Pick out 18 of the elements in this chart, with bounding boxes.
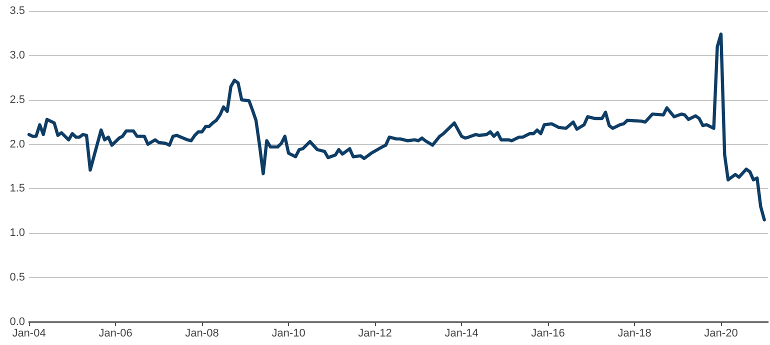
x-tick-label: Jan-18 xyxy=(618,328,652,340)
y-tick-label: 3.5 xyxy=(10,5,25,17)
x-tick-label: Jan-08 xyxy=(185,328,219,340)
x-tick-label: Jan-04 xyxy=(12,328,46,340)
y-tick-label: 0.5 xyxy=(10,272,25,284)
x-tick-label: Jan-10 xyxy=(272,328,306,340)
y-tick-label: 1.5 xyxy=(10,182,25,195)
x-tick-label: Jan-14 xyxy=(444,328,478,340)
line-series xyxy=(27,32,766,222)
x-tick-label: Jan-16 xyxy=(531,328,565,340)
y-tick-label: 3.0 xyxy=(10,49,25,62)
x-tick-label: Jan-12 xyxy=(358,328,392,340)
y-tick-label: 2.0 xyxy=(10,138,25,150)
x-tick-label: Jan-20 xyxy=(704,328,738,340)
y-tick-label: 2.5 xyxy=(10,94,25,106)
y-tick-label: 1.0 xyxy=(10,227,25,240)
y-tick-label: 0.0 xyxy=(10,316,25,328)
x-tick-label: Jan-06 xyxy=(98,328,132,340)
